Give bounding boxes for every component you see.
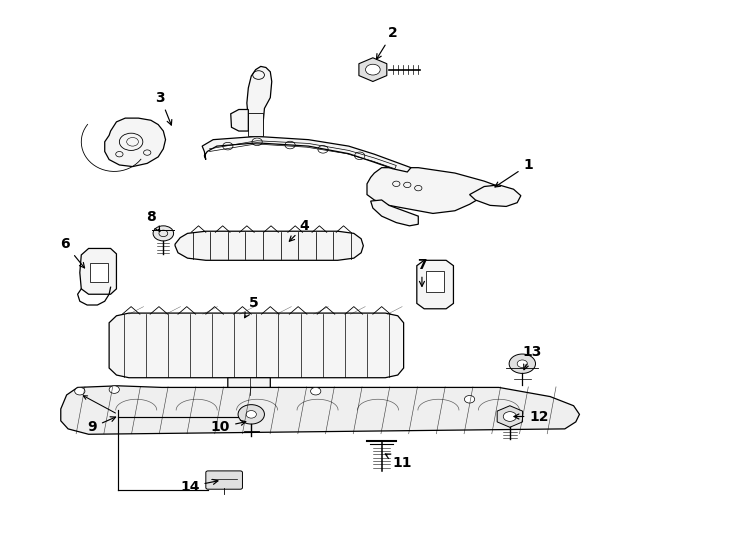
- Text: 6: 6: [60, 237, 84, 268]
- Text: 7: 7: [417, 258, 426, 286]
- Circle shape: [238, 404, 264, 424]
- Circle shape: [75, 387, 85, 395]
- Circle shape: [517, 360, 528, 368]
- Text: 11: 11: [385, 454, 412, 470]
- Circle shape: [153, 226, 173, 241]
- Circle shape: [366, 64, 380, 75]
- Polygon shape: [497, 406, 523, 427]
- Circle shape: [310, 387, 321, 395]
- Bar: [426, 271, 444, 292]
- Polygon shape: [109, 313, 404, 377]
- Circle shape: [509, 354, 536, 374]
- Text: 5: 5: [244, 296, 258, 318]
- Text: 12: 12: [514, 409, 549, 423]
- Polygon shape: [470, 185, 521, 206]
- Text: 4: 4: [289, 219, 310, 241]
- Circle shape: [109, 386, 120, 393]
- Polygon shape: [247, 66, 272, 137]
- Polygon shape: [230, 110, 248, 131]
- Text: 13: 13: [522, 345, 542, 370]
- Polygon shape: [202, 137, 411, 172]
- Circle shape: [246, 410, 256, 418]
- Polygon shape: [80, 248, 117, 294]
- Circle shape: [504, 411, 517, 421]
- Text: 10: 10: [211, 420, 246, 434]
- Polygon shape: [417, 260, 454, 309]
- Polygon shape: [61, 386, 579, 434]
- Text: 3: 3: [156, 91, 172, 125]
- Text: 9: 9: [87, 417, 116, 434]
- Polygon shape: [105, 118, 166, 166]
- Text: 2: 2: [377, 26, 398, 59]
- Circle shape: [465, 395, 475, 403]
- Polygon shape: [371, 200, 418, 226]
- Polygon shape: [367, 167, 510, 213]
- Polygon shape: [359, 58, 387, 82]
- Polygon shape: [228, 377, 270, 400]
- Text: 14: 14: [180, 480, 218, 494]
- Polygon shape: [248, 113, 263, 137]
- Bar: [90, 263, 108, 282]
- FancyBboxPatch shape: [206, 471, 242, 489]
- Polygon shape: [175, 231, 363, 260]
- Text: 1: 1: [495, 158, 533, 187]
- Text: 8: 8: [146, 210, 160, 232]
